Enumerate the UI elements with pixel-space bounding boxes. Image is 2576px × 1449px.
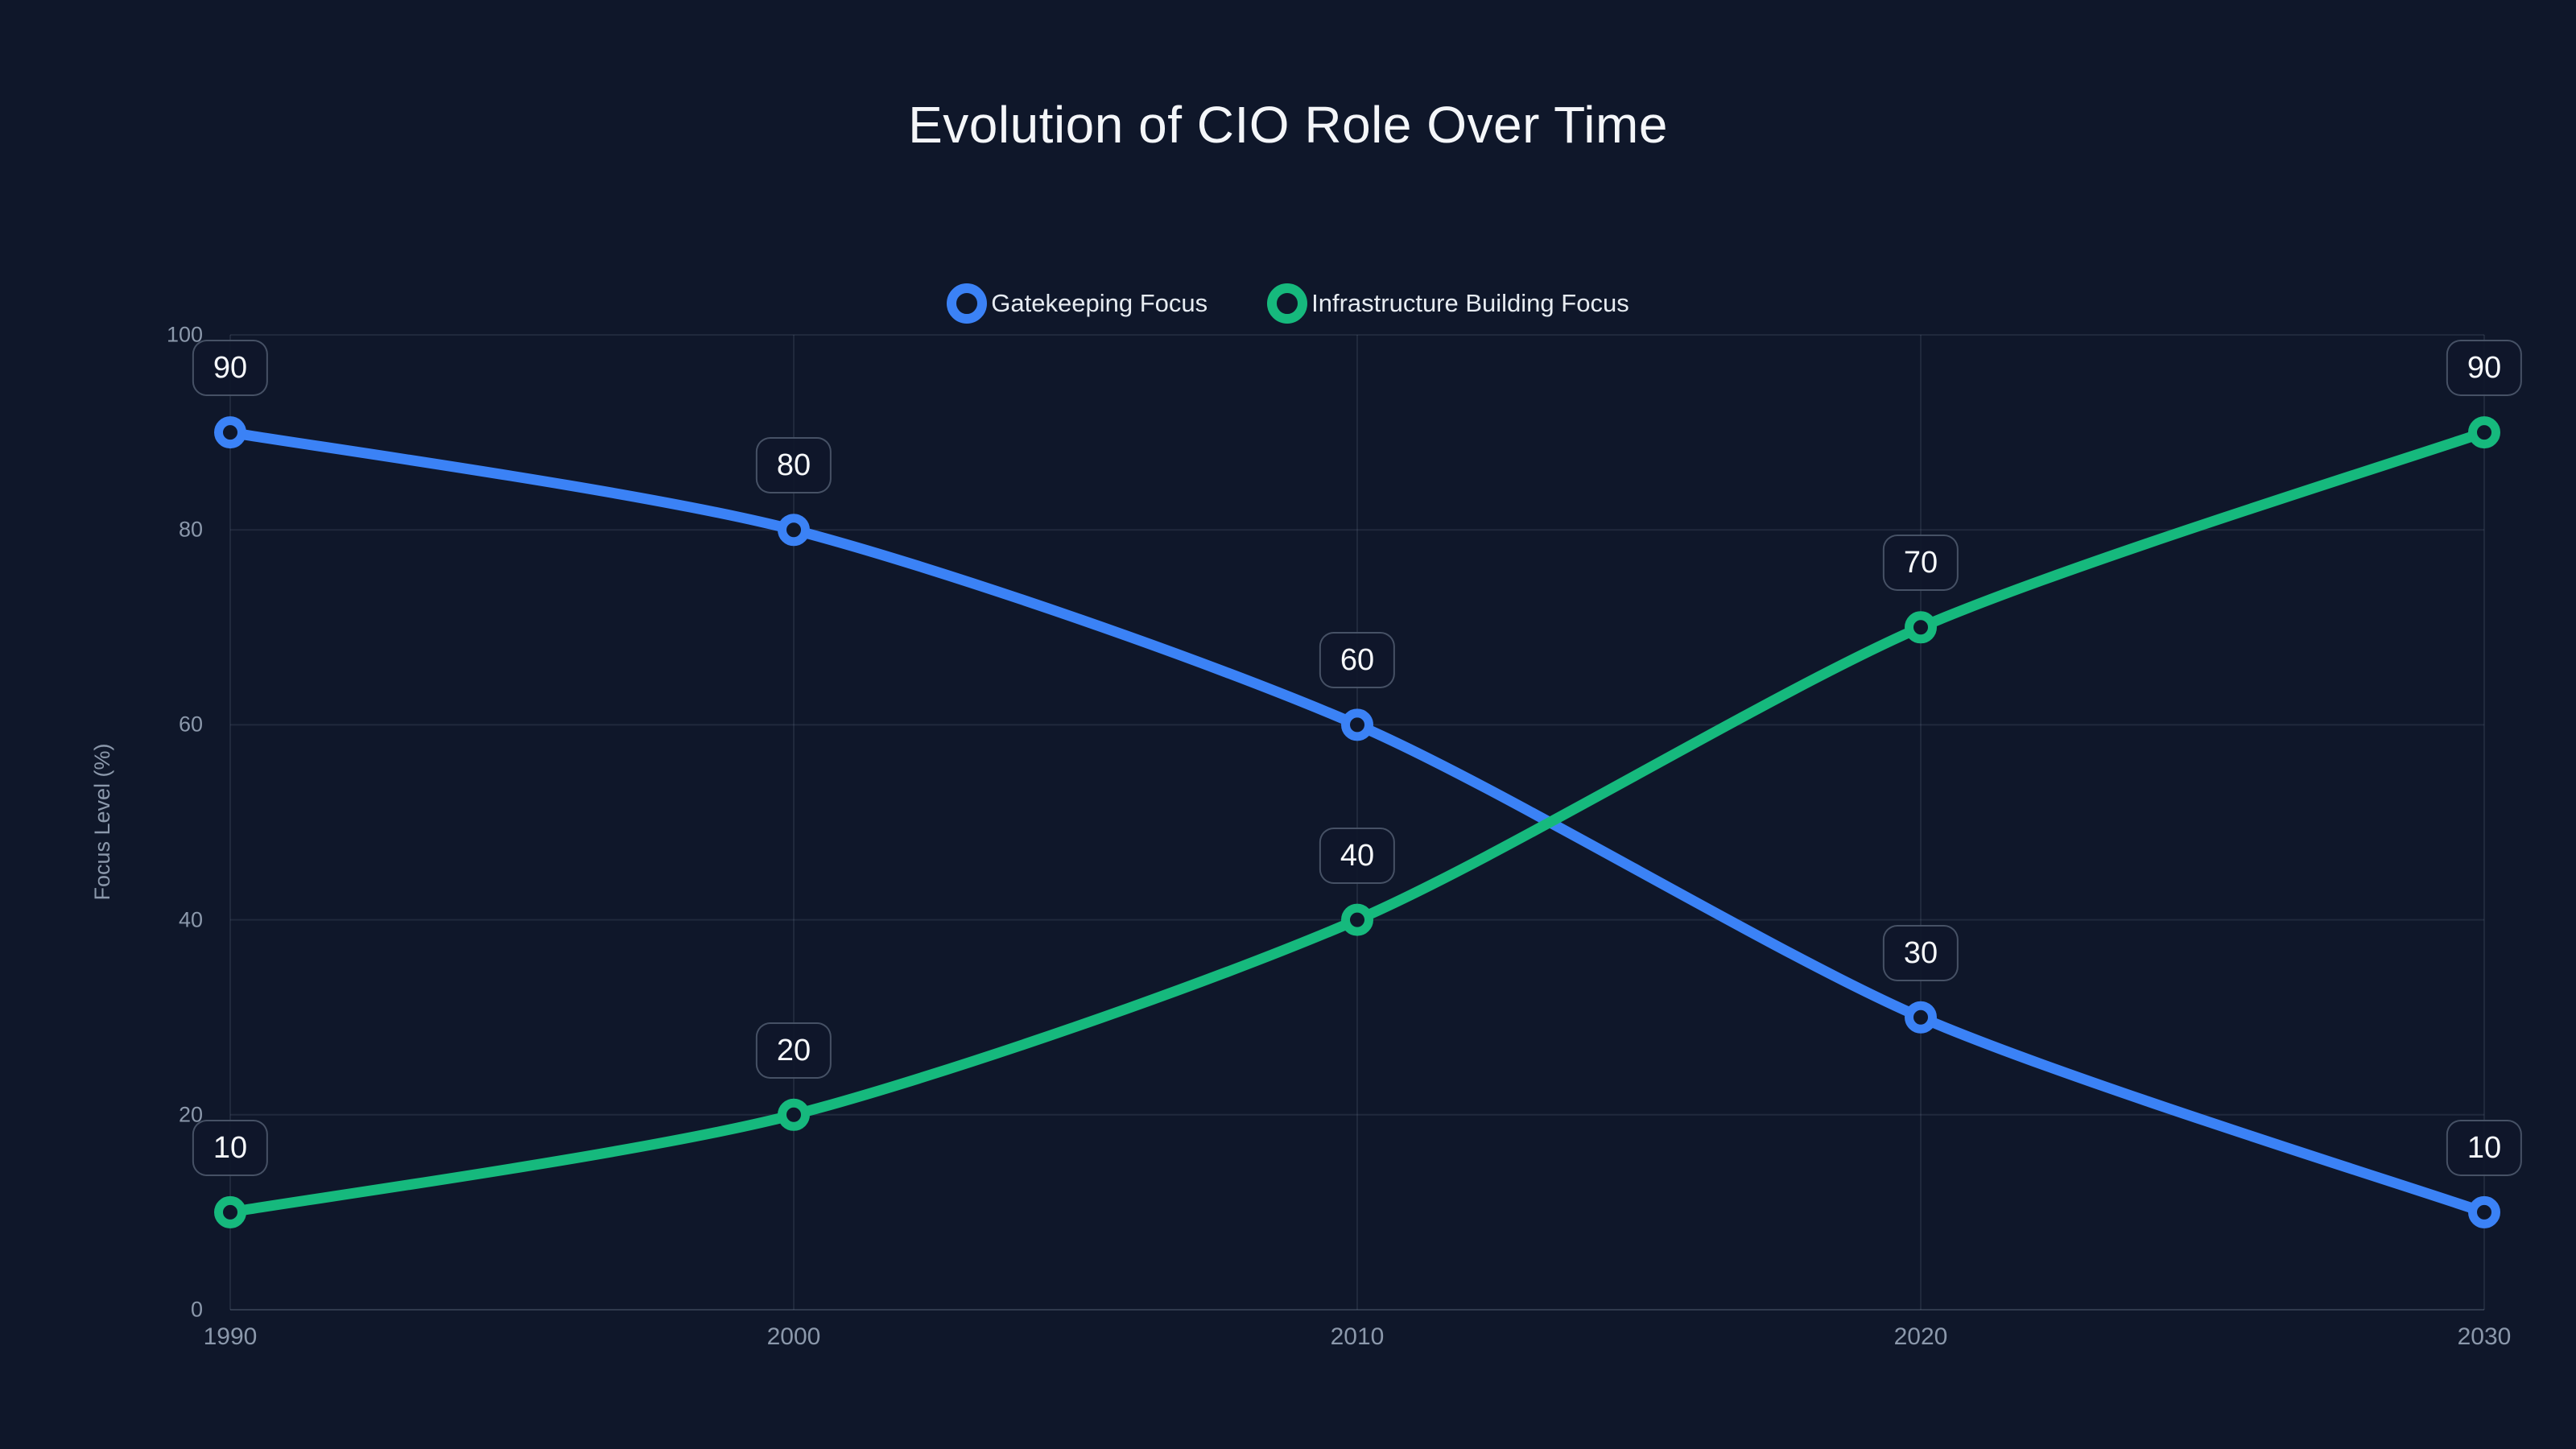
y-tick-label: 0 <box>190 1297 203 1322</box>
legend-item-infrastructure-building-focus[interactable]: Infrastructure Building Focus <box>1267 283 1629 324</box>
point-label-gatekeeping-focus: 60 <box>1319 632 1396 689</box>
data-point-infrastructure-building-focus[interactable] <box>2468 416 2500 449</box>
x-tick-label: 1990 <box>203 1323 258 1350</box>
data-point-infrastructure-building-focus[interactable] <box>1341 903 1373 936</box>
y-tick-label: 60 <box>178 712 203 737</box>
point-label-gatekeeping-focus: 80 <box>755 437 832 494</box>
point-label-gatekeeping-focus: 30 <box>1882 924 1959 981</box>
x-tick-label: 2010 <box>1330 1323 1385 1350</box>
data-point-gatekeeping-focus[interactable] <box>214 416 246 449</box>
point-label-infrastructure-building-focus: 20 <box>755 1022 832 1079</box>
y-tick-label: 20 <box>178 1102 203 1127</box>
x-tick-label: 2000 <box>766 1323 821 1350</box>
point-label-infrastructure-building-focus: 10 <box>192 1119 269 1176</box>
point-label-infrastructure-building-focus: 70 <box>1882 535 1959 592</box>
point-label-infrastructure-building-focus: 90 <box>2446 340 2523 397</box>
data-point-gatekeeping-focus[interactable] <box>1341 708 1373 741</box>
legend: Gatekeeping Focus Infrastructure Building… <box>0 283 2576 324</box>
point-label-infrastructure-building-focus: 40 <box>1319 827 1396 884</box>
x-tick-label: 2020 <box>1893 1323 1948 1350</box>
x-tick-label: 2030 <box>2457 1323 2512 1350</box>
data-point-infrastructure-building-focus[interactable] <box>778 1098 810 1131</box>
point-label-gatekeeping-focus: 10 <box>2446 1119 2523 1176</box>
point-label-gatekeeping-focus: 90 <box>192 340 269 397</box>
data-point-gatekeeping-focus[interactable] <box>1905 1001 1937 1034</box>
chart-title: Evolution of CIO Role Over Time <box>908 96 1668 154</box>
data-point-gatekeeping-focus[interactable] <box>2468 1195 2500 1228</box>
y-tick-label: 40 <box>178 907 203 932</box>
legend-item-gatekeeping-focus[interactable]: Gatekeeping Focus <box>947 283 1208 324</box>
legend-label: Infrastructure Building Focus <box>1311 289 1629 317</box>
data-point-infrastructure-building-focus[interactable] <box>1905 611 1937 644</box>
legend-label: Gatekeeping Focus <box>991 289 1208 317</box>
data-point-infrastructure-building-focus[interactable] <box>214 1195 246 1228</box>
y-tick-label: 80 <box>178 517 203 542</box>
data-point-gatekeeping-focus[interactable] <box>778 514 810 547</box>
y-tick-label: 100 <box>166 322 203 347</box>
y-axis-title-text: Focus Level (%) <box>90 743 114 901</box>
